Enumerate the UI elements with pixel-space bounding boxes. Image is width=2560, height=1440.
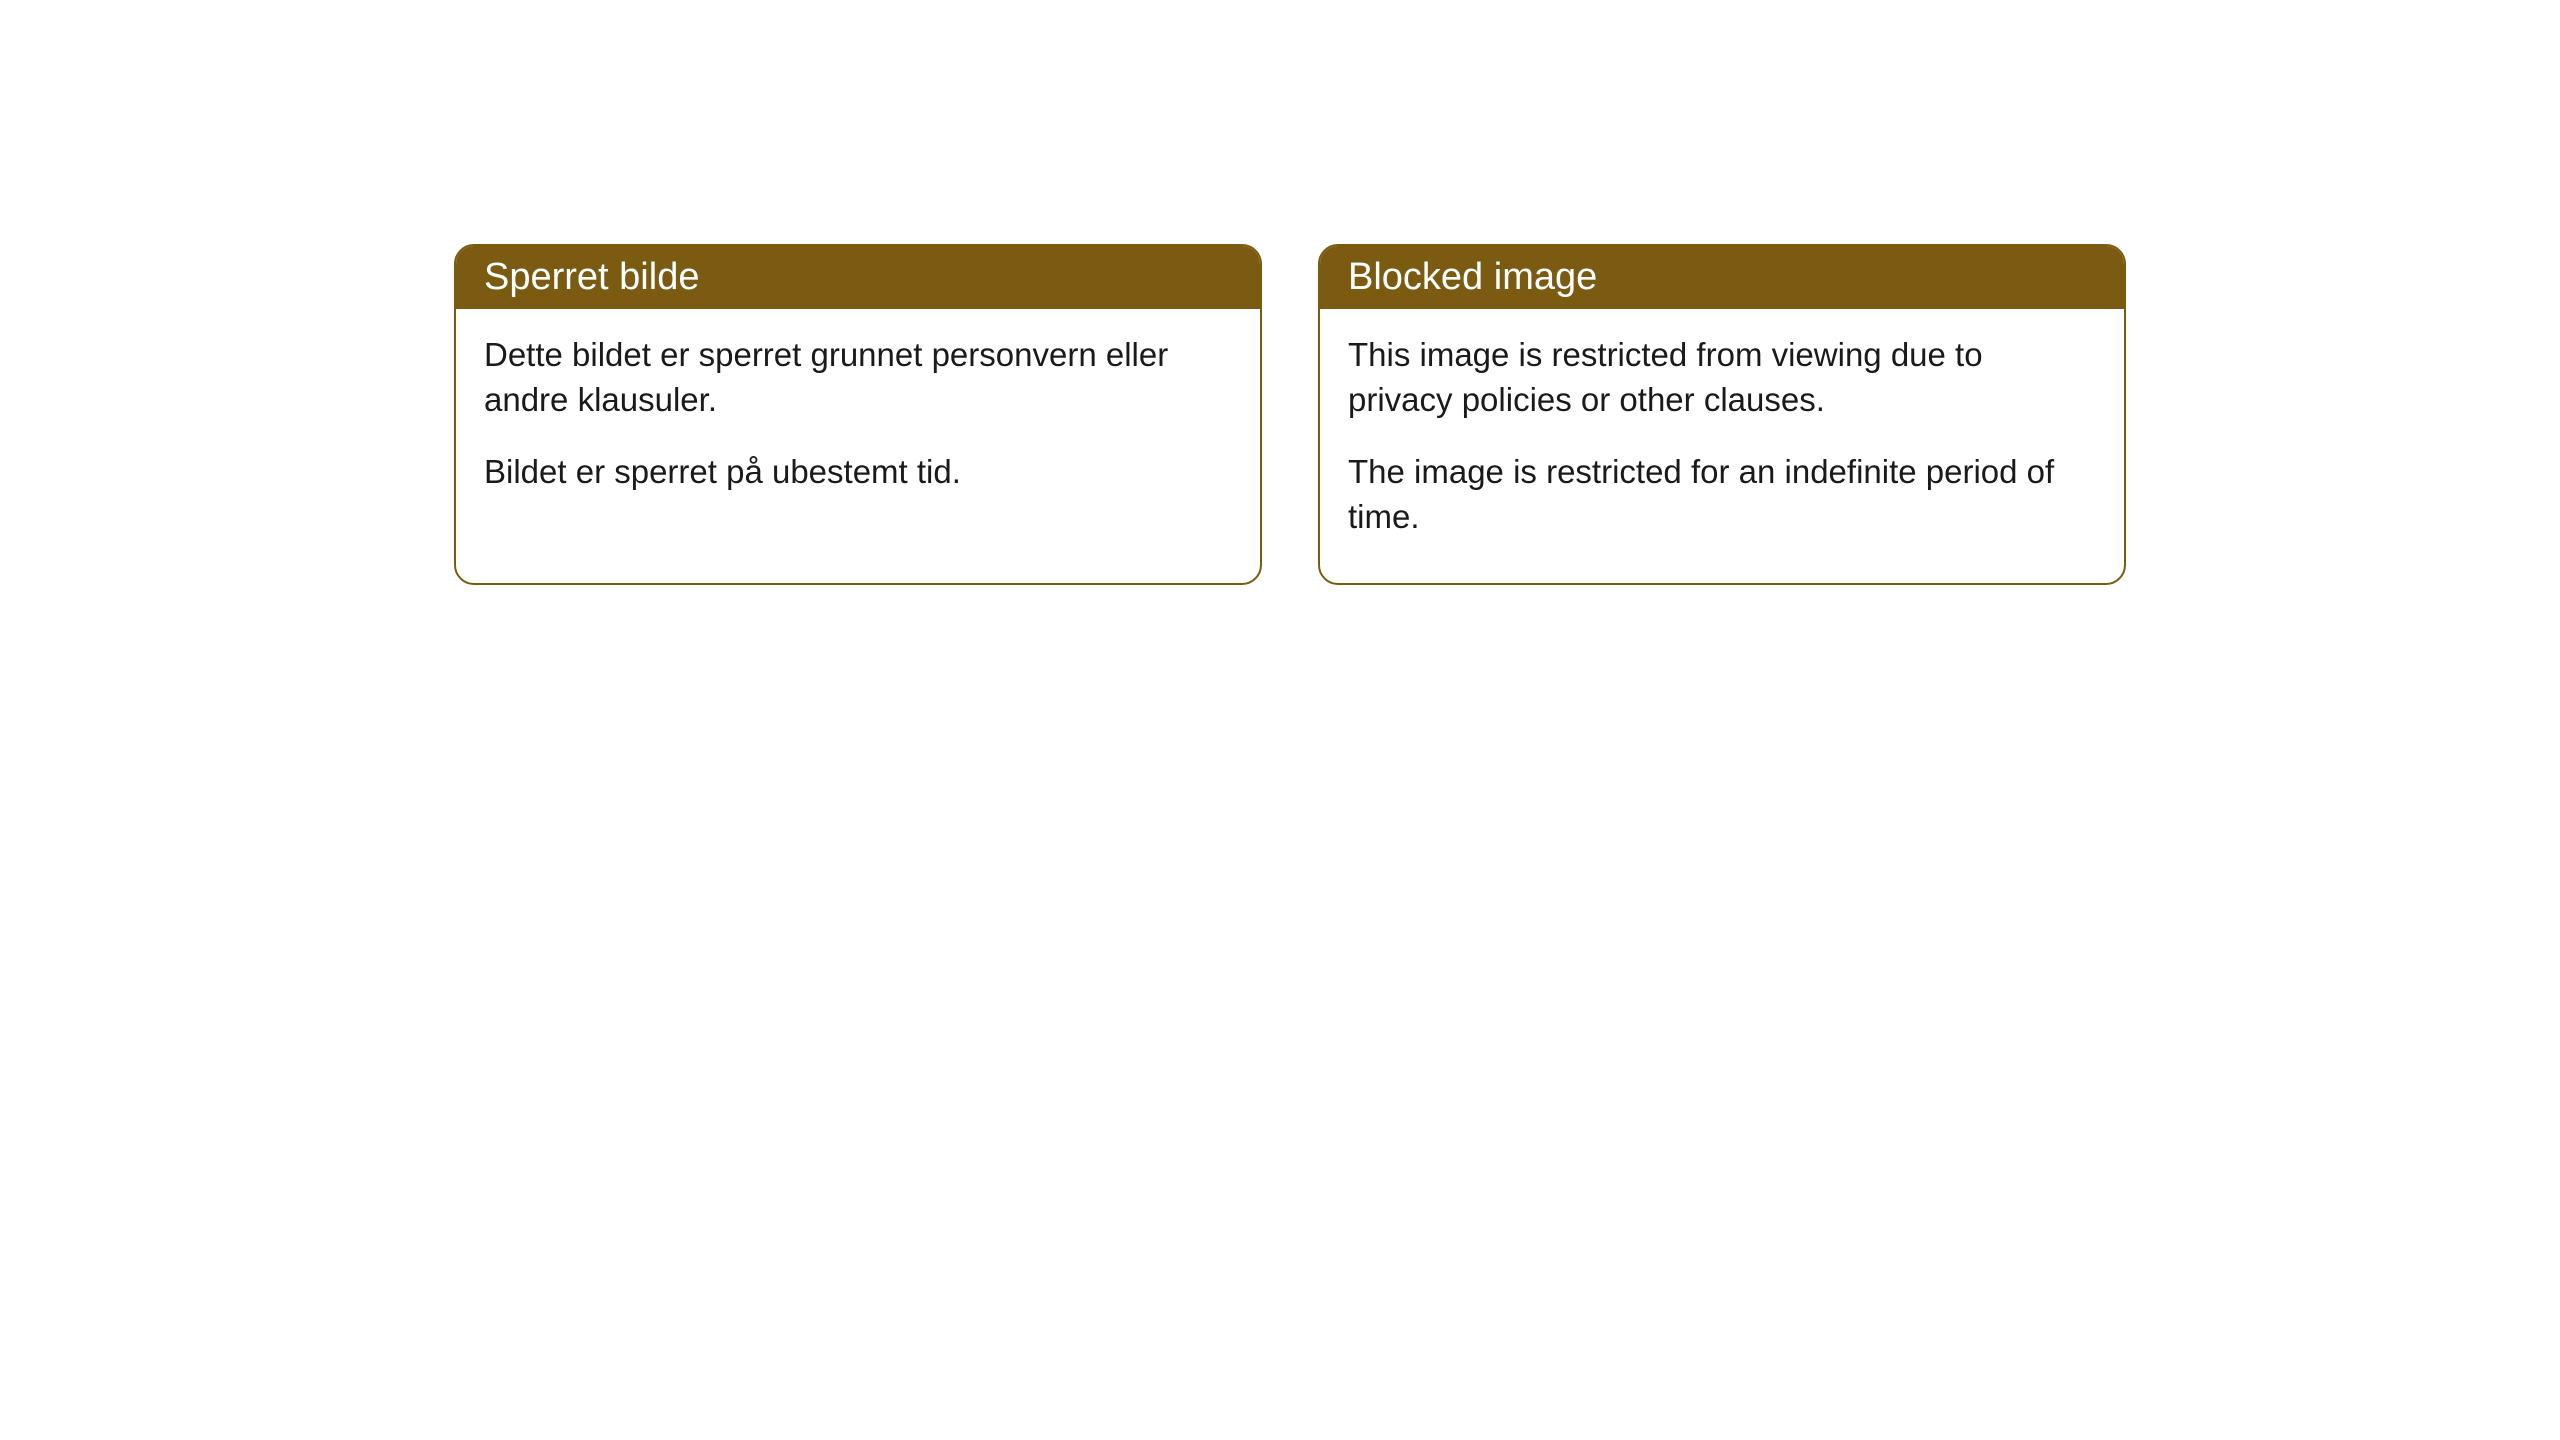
card-title: Blocked image [1348, 256, 1597, 298]
card-header: Blocked image [1320, 246, 2124, 309]
card-body: This image is restricted from viewing du… [1320, 309, 2124, 583]
card-paragraph: Bildet er sperret på ubestemt tid. [484, 450, 1232, 495]
card-header: Sperret bilde [456, 246, 1260, 309]
card-body: Dette bildet er sperret grunnet personve… [456, 309, 1260, 539]
card-paragraph: This image is restricted from viewing du… [1348, 333, 2096, 422]
card-paragraph: The image is restricted for an indefinit… [1348, 450, 2096, 539]
notice-card-norwegian: Sperret bilde Dette bildet er sperret gr… [454, 244, 1262, 585]
card-paragraph: Dette bildet er sperret grunnet personve… [484, 333, 1232, 422]
notice-card-english: Blocked image This image is restricted f… [1318, 244, 2126, 585]
notice-cards-container: Sperret bilde Dette bildet er sperret gr… [0, 0, 2560, 585]
card-title: Sperret bilde [484, 256, 699, 298]
